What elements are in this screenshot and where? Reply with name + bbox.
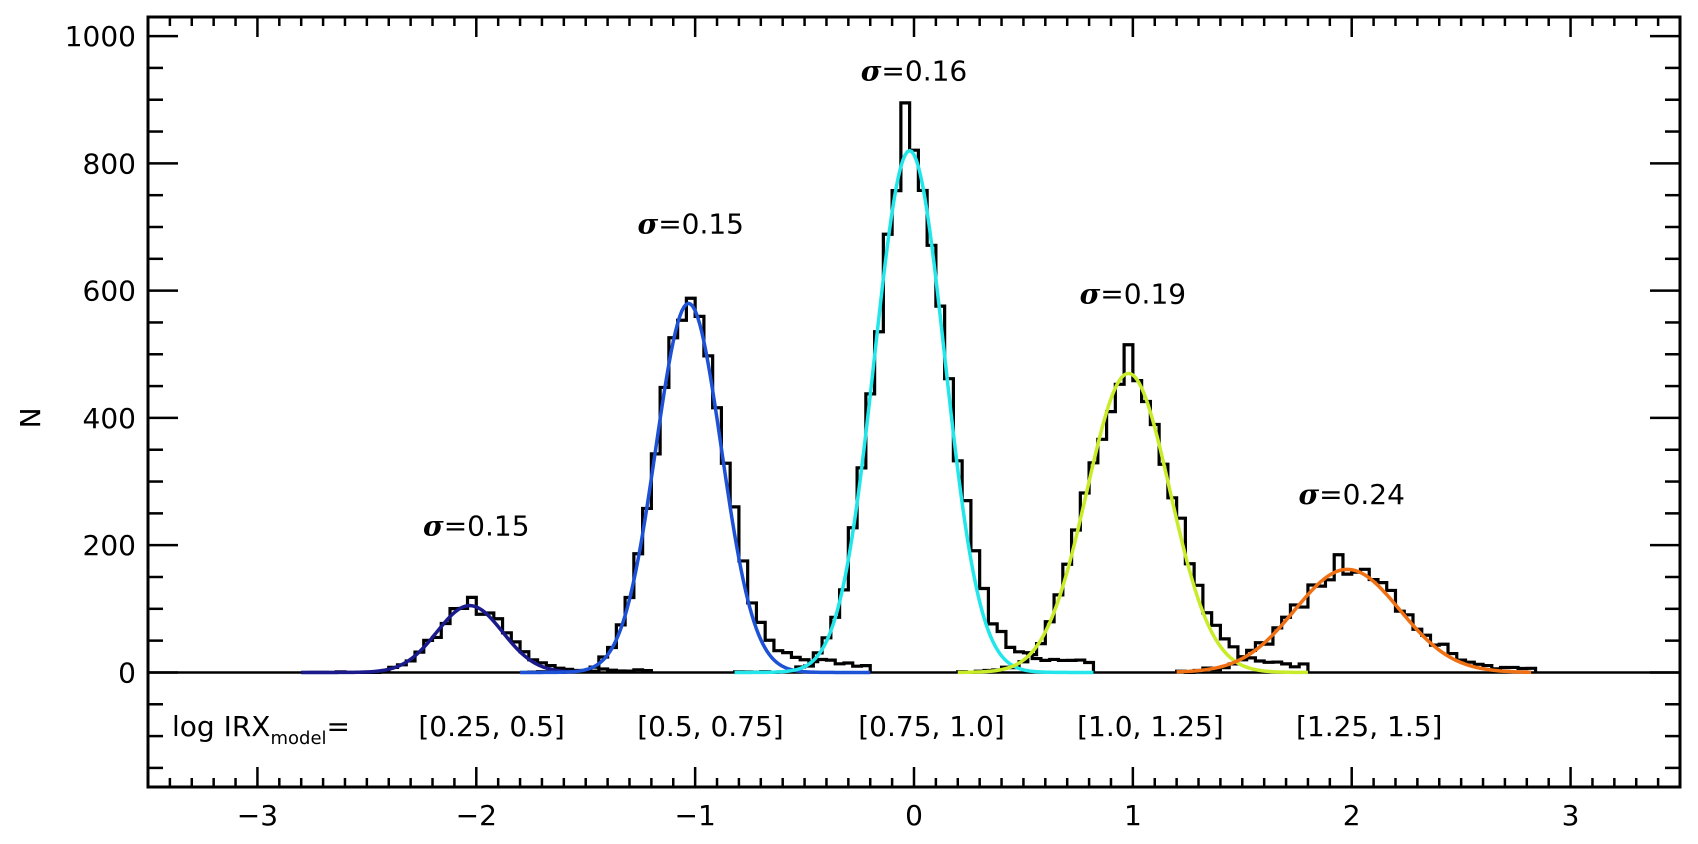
bin-range-label: [0.5, 0.75] bbox=[637, 710, 784, 743]
x-tick-label: −3 bbox=[237, 799, 278, 832]
bin-range-label: [1.25, 1.5] bbox=[1296, 710, 1443, 743]
gaussian-fit-line bbox=[734, 148, 1094, 675]
gaussian-fit-line bbox=[520, 301, 871, 675]
x-tick-label: −2 bbox=[456, 799, 497, 832]
bin-range-label: [1.0, 1.25] bbox=[1077, 710, 1224, 743]
gaussian-fit-line bbox=[301, 603, 575, 675]
histogram-series bbox=[520, 296, 872, 675]
x-tick-label: 0 bbox=[905, 799, 923, 832]
sigma-label: σ=0.19 bbox=[1080, 277, 1186, 310]
sigma-label: σ=0.24 bbox=[1298, 478, 1404, 511]
x-tick-label: 3 bbox=[1562, 799, 1580, 832]
y-tick-label: 200 bbox=[83, 529, 136, 562]
sigma-label: σ=0.16 bbox=[861, 55, 967, 88]
x-tick-label: 1 bbox=[1124, 799, 1142, 832]
histogram-series bbox=[956, 343, 1310, 674]
gaussian-fit-line bbox=[1176, 567, 1532, 674]
sigma-label: σ=0.15 bbox=[638, 207, 744, 240]
y-tick-label: 1000 bbox=[65, 20, 136, 53]
y-tick-label: 800 bbox=[83, 147, 136, 180]
histogram-series bbox=[732, 101, 1096, 675]
bin-range-label: [0.25, 0.5] bbox=[418, 710, 565, 743]
y-axis-title: N bbox=[14, 407, 47, 428]
bin-range-label: [0.75, 1.0] bbox=[858, 710, 1005, 743]
y-tick-label: 400 bbox=[83, 402, 136, 435]
legend-prefix: log IRXmodel= bbox=[172, 710, 350, 749]
x-tick-label: 2 bbox=[1343, 799, 1361, 832]
sigma-label: σ=0.15 bbox=[423, 510, 529, 543]
gaussian-fit-line bbox=[957, 371, 1308, 675]
y-tick-label: 600 bbox=[83, 275, 136, 308]
x-tick-label: −1 bbox=[675, 799, 716, 832]
y-tick-label: 0 bbox=[118, 656, 136, 689]
plot-frame bbox=[146, 15, 1682, 789]
